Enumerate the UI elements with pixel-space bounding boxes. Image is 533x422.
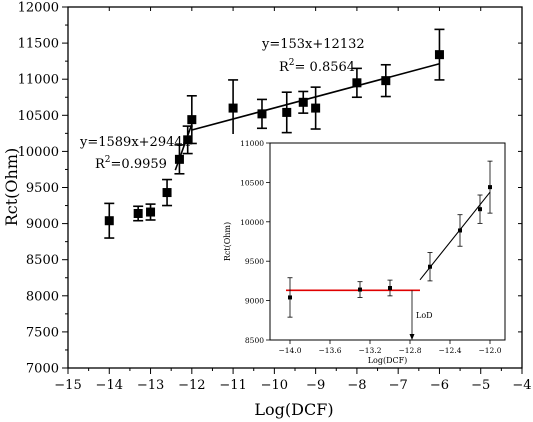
main-x-axis: −15 −14 −13 −12 −11 −10 −9 −8 −7 −6 −5 −4 — [54, 7, 532, 393]
inset-y-axis: 8500 9000 9500 10000 10500 11000 — [240, 139, 270, 345]
main-data-point — [257, 109, 267, 119]
main-data-point — [183, 135, 193, 145]
inset-x-tick-label: −12.4 — [439, 346, 462, 355]
fit2-r2-prefix: R — [279, 60, 290, 75]
inset-x-tick-label: −14.0 — [279, 346, 302, 355]
inset-plot-frame — [269, 142, 506, 341]
inset-data-point — [478, 207, 482, 212]
fit2-equation: y=153x+12132 — [261, 37, 365, 52]
main-x-tick-label: −7 — [389, 378, 408, 393]
fit1-r2-prefix: R — [95, 157, 106, 172]
main-data-point — [434, 50, 444, 60]
main-x-tick-label: −6 — [430, 378, 449, 393]
main-y-tick-label: 9500 — [26, 181, 59, 196]
main-y-tick-label: 11000 — [18, 73, 59, 88]
main-x-axis-title: Log(DCF) — [254, 400, 333, 419]
inset-x-axis: −14.0 −13.6 −13.2 −12.8 −12.4 −12.0 — [279, 340, 502, 355]
inset-chart: −14.0 −13.6 −13.2 −12.8 −12.4 −12.0 8500 9000 9… — [206, 134, 516, 366]
main-data-point — [311, 103, 321, 113]
inset-y-tick-label: 11000 — [240, 139, 264, 148]
inset-y-tick-label: 10000 — [240, 218, 264, 227]
fit1-r2-label: R2=0.9959 — [95, 155, 167, 172]
main-y-tick-label: 12000 — [18, 1, 59, 16]
main-x-tick-label: −9 — [306, 378, 325, 393]
fit2-r2-value: = 0.8564 — [295, 60, 356, 75]
main-data-point — [187, 115, 197, 125]
main-x-tick-label: −13 — [137, 378, 164, 393]
fit2-r2-superscript: 2 — [289, 58, 295, 68]
main-y-tick-label: 7000 — [26, 362, 59, 377]
main-y-tick-label: 8000 — [26, 289, 59, 304]
inset-data-point — [288, 295, 292, 300]
main-y-axis-title: Rct(Ohm) — [2, 148, 21, 227]
inset-data-point — [388, 285, 392, 290]
main-data-point — [282, 107, 292, 117]
main-data-point — [174, 154, 184, 164]
inset-y-axis-title: Rct(Ohm) — [223, 222, 232, 261]
inset-y-tick-label: 9500 — [245, 257, 264, 266]
fit1-r2-value: =0.9959 — [111, 157, 167, 172]
inset-y-tick-label: 9000 — [245, 297, 264, 306]
inset-data-point — [428, 264, 432, 269]
fit2-r2-label: R2= 0.8564 — [279, 58, 355, 75]
main-y-tick-label: 10500 — [18, 109, 59, 124]
main-y-tick-label: 9000 — [26, 217, 59, 232]
main-x-tick-label: −10 — [261, 378, 288, 393]
main-y-tick-label: 7500 — [26, 325, 59, 340]
inset-y-tick-label: 10500 — [240, 178, 264, 187]
inset-x-axis-title: Log(DCF) — [368, 356, 408, 365]
inset-data-point — [488, 185, 492, 190]
main-data-point — [146, 207, 156, 217]
main-y-tick-label: 8500 — [26, 253, 59, 268]
main-x-tick-label: −15 — [54, 378, 81, 393]
main-data-points — [104, 28, 445, 239]
inset-y-tick-label: 8500 — [245, 336, 264, 345]
main-data-point — [133, 208, 143, 218]
lod-label: LoD — [416, 311, 433, 320]
main-data-point — [352, 78, 362, 88]
main-data-point — [298, 97, 308, 107]
inset-x-tick-label: −13.6 — [319, 346, 342, 355]
inset-x-tick-label: −12.0 — [479, 346, 502, 355]
inset-x-tick-label: −12.8 — [399, 346, 422, 355]
inset-x-tick-label: −13.2 — [359, 346, 382, 355]
inset-data-points — [287, 160, 493, 318]
fit1-equation: y=1589x+29444 — [79, 135, 191, 150]
main-y-axis: 7000 7500 8000 8500 9000 9500 10000 10500 11000 1… — [18, 1, 522, 377]
main-y-tick-label: 11500 — [18, 37, 59, 52]
main-x-tick-label: −11 — [219, 378, 246, 393]
main-data-point — [381, 76, 391, 86]
main-y-tick-label: 10000 — [18, 145, 59, 160]
lod-arrow-head — [409, 334, 415, 340]
main-x-tick-label: −12 — [178, 378, 205, 393]
main-x-tick-label: −4 — [512, 378, 531, 393]
fit1-r2-superscript: 2 — [105, 155, 111, 165]
main-x-tick-label: −8 — [347, 378, 366, 393]
inset-data-point — [458, 228, 462, 233]
inset-data-point — [358, 287, 362, 292]
main-data-point — [162, 188, 172, 198]
main-x-tick-label: −5 — [471, 378, 490, 393]
main-x-tick-label: −14 — [96, 378, 123, 393]
main-data-point — [104, 216, 114, 226]
inset-background — [206, 134, 516, 366]
main-data-point — [228, 103, 238, 113]
